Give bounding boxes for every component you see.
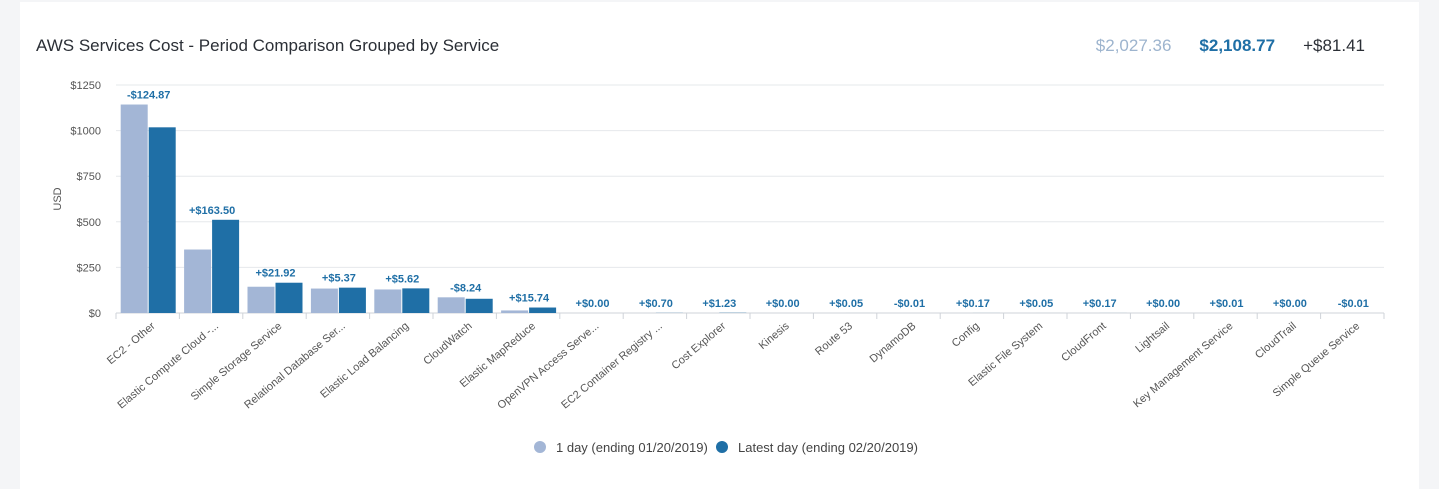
x-tick-label: EC2 - Other bbox=[105, 320, 158, 367]
bars bbox=[120, 104, 1254, 313]
difference-label: +$0.05 bbox=[829, 298, 863, 310]
difference-label: -$0.01 bbox=[894, 298, 925, 310]
bar-previous[interactable] bbox=[374, 289, 402, 313]
bar-latest[interactable] bbox=[338, 287, 366, 313]
y-axis-ticks: $0 $250 $500 $750 $1000 $1250 bbox=[70, 80, 101, 320]
y-tick-label: $750 bbox=[77, 171, 101, 183]
difference-label: -$0.01 bbox=[1338, 298, 1369, 310]
bar-previous[interactable] bbox=[310, 288, 338, 313]
legend-label: 1 day (ending 01/20/2019) bbox=[556, 440, 708, 455]
difference-label: +$21.92 bbox=[255, 268, 295, 280]
y-tick-label: $0 bbox=[89, 308, 101, 320]
legend-swatch bbox=[716, 441, 728, 453]
bar-previous[interactable] bbox=[184, 249, 212, 313]
x-tick-label: Lightsail bbox=[1133, 320, 1172, 355]
difference-label: +$0.00 bbox=[576, 298, 610, 310]
difference-label: -$124.87 bbox=[127, 90, 170, 102]
legend-item[interactable]: 1 day (ending 01/20/2019) bbox=[534, 440, 708, 455]
x-tick-label: CloudFront bbox=[1059, 320, 1108, 364]
bar-latest[interactable] bbox=[402, 288, 430, 313]
bar-latest[interactable] bbox=[275, 282, 303, 313]
x-tick-label: Elastic Compute Cloud -... bbox=[115, 320, 221, 411]
chart-card bbox=[20, 2, 1419, 489]
x-tick-label: Cost Explorer bbox=[669, 320, 728, 372]
y-tick-label: $250 bbox=[77, 262, 101, 274]
x-tick-label: Kinesis bbox=[757, 320, 792, 352]
bar-latest[interactable] bbox=[529, 307, 557, 313]
difference-label: +$0.70 bbox=[639, 298, 673, 310]
difference-label: +$5.37 bbox=[322, 273, 356, 285]
difference-label: +$163.50 bbox=[189, 205, 235, 217]
totals-summary: $2,027.36 $2,108.77 +$81.41 bbox=[1096, 36, 1365, 56]
total-previous: $2,027.36 bbox=[1095, 36, 1172, 55]
legend-item[interactable]: Latest day (ending 02/20/2019) bbox=[716, 440, 918, 455]
bar-previous[interactable] bbox=[501, 310, 529, 313]
difference-label: +$0.00 bbox=[1146, 298, 1180, 310]
y-tick-label: $500 bbox=[77, 217, 101, 229]
difference-label: +$0.00 bbox=[766, 298, 800, 310]
total-difference: +$81.41 bbox=[1303, 36, 1365, 55]
difference-label: +$0.17 bbox=[1083, 298, 1117, 310]
x-tick-label: Config bbox=[950, 320, 982, 350]
y-tick-label: $1250 bbox=[70, 80, 101, 92]
y-axis-label: USD bbox=[52, 187, 64, 210]
gridlines bbox=[116, 84, 1384, 314]
difference-label: +$15.74 bbox=[509, 293, 550, 305]
difference-label: +$0.01 bbox=[1210, 298, 1244, 310]
legend-label: Latest day (ending 02/20/2019) bbox=[738, 440, 918, 455]
difference-label: +$0.17 bbox=[956, 298, 990, 310]
y-tick-label: $1000 bbox=[70, 126, 101, 138]
x-tick-label: OpenVPN Access Serve... bbox=[495, 320, 601, 412]
bar-previous[interactable] bbox=[437, 297, 465, 313]
x-tick-label: EC2 Container Registry ... bbox=[559, 320, 665, 411]
legend[interactable]: 1 day (ending 01/20/2019) Latest day (end… bbox=[534, 440, 918, 455]
x-tick-label: CloudTrail bbox=[1253, 320, 1299, 361]
difference-label: +$1.23 bbox=[702, 298, 736, 310]
x-tick-label: CloudWatch bbox=[421, 320, 474, 367]
x-tick-label: DynamoDB bbox=[868, 320, 919, 365]
difference-label: +$0.05 bbox=[1019, 298, 1053, 310]
bar-latest[interactable] bbox=[465, 298, 493, 313]
difference-label: +$0.00 bbox=[1273, 298, 1307, 310]
difference-labels: -$124.87 +$163.50 +$21.92 +$5.37 +$5.62 -$8.2… bbox=[127, 90, 1369, 310]
bar-latest[interactable] bbox=[212, 219, 240, 313]
bar-previous[interactable] bbox=[247, 286, 275, 313]
bar-previous[interactable] bbox=[120, 104, 148, 313]
x-tick-label: Relational Database Ser... bbox=[242, 320, 348, 411]
x-tick-label: Route 53 bbox=[813, 320, 855, 358]
bar-latest[interactable] bbox=[148, 127, 176, 313]
chart-title: AWS Services Cost - Period Comparison Gr… bbox=[36, 36, 500, 55]
total-latest: $2,108.77 bbox=[1199, 36, 1276, 55]
difference-label: -$8.24 bbox=[450, 282, 482, 294]
legend-swatch bbox=[534, 441, 546, 453]
difference-label: +$5.62 bbox=[385, 273, 419, 285]
